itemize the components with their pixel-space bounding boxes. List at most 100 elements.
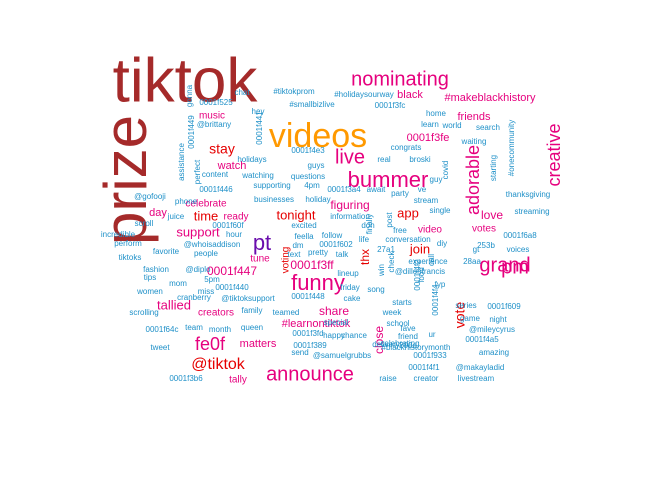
cloud-word: 4pm	[304, 181, 320, 190]
cloud-word: 0001f933	[413, 351, 447, 360]
cloud-word: await	[367, 185, 386, 194]
cloud-word: perform	[114, 239, 142, 248]
cloud-word: @mileycyrus	[469, 325, 515, 334]
cloud-word: 0001f3fd	[292, 329, 323, 338]
cloud-word: 0001f389	[293, 341, 327, 350]
cloud-word: fe0f	[195, 334, 226, 354]
cloud-word: experience	[408, 257, 448, 266]
cloud-word: music	[199, 111, 225, 122]
cloud-word: #blackhistorymonth	[382, 343, 451, 352]
cloud-word: ready	[223, 212, 248, 223]
cloud-word: conversation	[385, 235, 430, 244]
cloud-word: send	[291, 348, 308, 357]
cloud-word: content	[202, 170, 229, 179]
cloud-word: 200d	[399, 341, 417, 350]
cloud-word: scrolling	[129, 308, 158, 317]
cloud-word: videos	[269, 117, 367, 155]
cloud-word: 0001f3ff	[290, 258, 334, 272]
cloud-word: friends	[457, 111, 491, 123]
cloud-word: thx	[358, 249, 372, 265]
cloud-word: 0001f4f4	[431, 284, 440, 316]
cloud-word: live	[335, 146, 365, 168]
cloud-word: perfect	[193, 159, 202, 184]
cloud-word: @whoisaddison	[184, 240, 241, 249]
cloud-word: search	[476, 123, 500, 132]
cloud-word: 0001f6a8	[503, 231, 537, 240]
cloud-word: phone	[175, 197, 198, 206]
cloud-word: party	[391, 189, 409, 198]
cloud-word: scroll	[135, 219, 154, 228]
cloud-word: women	[136, 287, 163, 296]
cloud-word: fyp	[435, 280, 446, 289]
cloud-word: week	[382, 308, 403, 317]
cloud-word: prize	[92, 115, 159, 245]
cloud-word: chat	[234, 88, 250, 97]
cloud-word: mom	[169, 279, 187, 288]
cloud-word: pm	[501, 256, 529, 278]
cloud-word: 0001f602	[319, 240, 353, 249]
cloud-word: tonight	[276, 207, 315, 222]
cloud-word: series	[455, 301, 476, 310]
cloud-word: waiting	[461, 137, 487, 146]
cloud-word: votes	[472, 224, 496, 235]
cloud-word: month	[209, 325, 231, 334]
cloud-word: real	[377, 155, 391, 164]
cloud-word: tallied	[157, 297, 191, 312]
cloud-word: follow	[322, 231, 343, 240]
cloud-word: fave	[400, 324, 416, 333]
cloud-word: adorable	[463, 145, 483, 215]
cloud-word: 0001f3fe	[407, 132, 450, 144]
cloud-word: food	[417, 267, 426, 283]
cloud-word: video	[418, 225, 442, 236]
cloud-word: app	[397, 205, 419, 220]
cloud-word: family	[242, 306, 263, 315]
cloud-word: #smallbizlive	[289, 100, 335, 109]
cloud-word: congrats	[391, 143, 422, 152]
cloud-word: starting	[489, 155, 498, 181]
cloud-word: post	[385, 212, 394, 228]
cloud-word: day	[149, 207, 167, 219]
cloud-word: delivery	[372, 340, 400, 349]
cloud-word: call	[427, 254, 436, 266]
cloud-word: fashion	[143, 265, 169, 274]
cloud-word: @gofooji	[134, 192, 166, 201]
cloud-word: voices	[507, 245, 530, 254]
cloud-word: starts	[392, 298, 412, 307]
cloud-word: holiday	[305, 195, 330, 204]
cloud-word: time	[194, 208, 219, 223]
cloud-word: tiktoks	[119, 253, 142, 262]
cloud-word: juice	[167, 212, 185, 221]
cloud-word: tiktok	[113, 46, 259, 115]
cloud-word: 0001f446	[199, 185, 233, 194]
cloud-word: tally	[229, 375, 247, 386]
cloud-word: supporting	[253, 181, 290, 190]
cloud-word: 27a1	[377, 245, 395, 254]
cloud-word: stream	[414, 196, 439, 205]
cloud-word: #learnontiktok	[282, 318, 351, 330]
cloud-word: questions	[291, 172, 325, 181]
cloud-word: 5pm	[204, 275, 220, 284]
cloud-word: tune	[250, 254, 270, 265]
cloud-word: livestream	[458, 374, 495, 383]
cloud-word: #tiktokprom	[273, 87, 315, 96]
cloud-word: excited	[291, 221, 316, 230]
cloud-word: #makeblackhistory	[444, 92, 536, 104]
cloud-word: vote	[452, 302, 468, 329]
cloud-word: raise	[379, 374, 397, 383]
cloud-word: 0001f3fc	[375, 101, 406, 110]
cloud-word: creators	[198, 308, 234, 319]
cloud-word: cake	[344, 294, 361, 303]
cloud-word: happy	[323, 331, 345, 340]
cloud-word: talk	[336, 250, 349, 259]
cloud-word: gt	[473, 245, 480, 254]
cloud-word: don	[361, 221, 374, 230]
cloud-word: teamed	[273, 308, 300, 317]
cloud-word: broski	[409, 155, 431, 164]
cloud-word: tips	[144, 273, 156, 282]
cloud-word: 0001f525	[199, 98, 233, 107]
cloud-word: watch	[217, 160, 247, 172]
cloud-word: creator	[414, 374, 439, 383]
cloud-word: queen	[241, 323, 263, 332]
cloud-word: thanksgiving	[506, 190, 550, 199]
cloud-word: announce	[266, 363, 354, 385]
